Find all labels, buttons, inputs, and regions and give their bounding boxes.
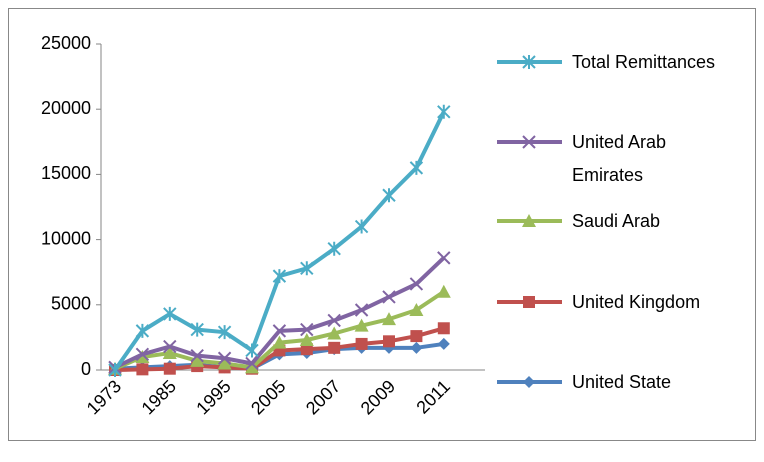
marker <box>108 363 122 377</box>
marker <box>354 303 369 317</box>
legend-entry: United Kingdom <box>572 291 701 312</box>
marker <box>354 318 369 332</box>
marker <box>245 343 259 358</box>
y-tick-label: 0 <box>81 359 91 379</box>
y-tick-label: 5000 <box>51 294 91 314</box>
marker <box>162 346 177 360</box>
marker <box>327 326 342 340</box>
marker <box>382 312 396 326</box>
marker <box>437 337 450 350</box>
marker <box>272 335 287 349</box>
marker <box>163 362 176 375</box>
legend-entry: Total Remittances <box>572 51 716 72</box>
marker <box>523 296 535 308</box>
marker <box>354 219 369 234</box>
marker <box>382 188 396 203</box>
marker <box>410 330 423 343</box>
marker <box>272 324 287 338</box>
marker <box>300 343 313 356</box>
legend-label: United Kingdom <box>572 291 701 312</box>
legend-label: Saudi Arab <box>572 210 661 231</box>
marker <box>409 160 424 175</box>
y-tick-label: 15000 <box>41 163 91 183</box>
marker <box>217 325 232 340</box>
marker <box>409 303 424 317</box>
marker <box>190 353 205 367</box>
marker <box>436 284 451 298</box>
marker <box>409 277 424 291</box>
marker <box>299 333 314 347</box>
marker <box>437 104 451 119</box>
marker <box>355 337 368 350</box>
marker <box>245 356 259 371</box>
y-tick-label: 25000 <box>41 33 91 53</box>
legend-entry: United State <box>572 371 672 392</box>
marker <box>437 251 451 265</box>
marker <box>135 323 150 338</box>
y-tick-label: 20000 <box>41 98 91 118</box>
marker <box>272 269 287 284</box>
marker <box>437 322 450 335</box>
marker <box>217 356 232 370</box>
marker <box>327 241 341 256</box>
marker <box>163 339 177 354</box>
marker <box>163 306 177 321</box>
marker <box>522 214 536 227</box>
marker <box>245 360 259 374</box>
marker <box>410 341 423 354</box>
legend-label: Total Remittances <box>572 51 716 72</box>
marker <box>300 322 314 337</box>
marker <box>383 335 395 348</box>
legend-label: United Arab Emirates <box>572 131 667 185</box>
marker <box>300 261 314 276</box>
y-tick-label: 10000 <box>41 228 91 248</box>
marker <box>523 376 535 388</box>
marker <box>190 322 204 337</box>
marker <box>522 135 536 149</box>
marker <box>327 313 341 328</box>
marker <box>217 351 232 365</box>
legend-entry: Saudi Arab <box>572 210 661 231</box>
marker <box>522 55 536 69</box>
marker <box>135 347 150 362</box>
legend-label: United State <box>572 371 672 392</box>
marker <box>328 341 341 354</box>
marker <box>136 363 149 376</box>
legend-entry: United Arab Emirates <box>572 131 667 185</box>
marker <box>382 290 396 304</box>
marker <box>190 348 204 363</box>
